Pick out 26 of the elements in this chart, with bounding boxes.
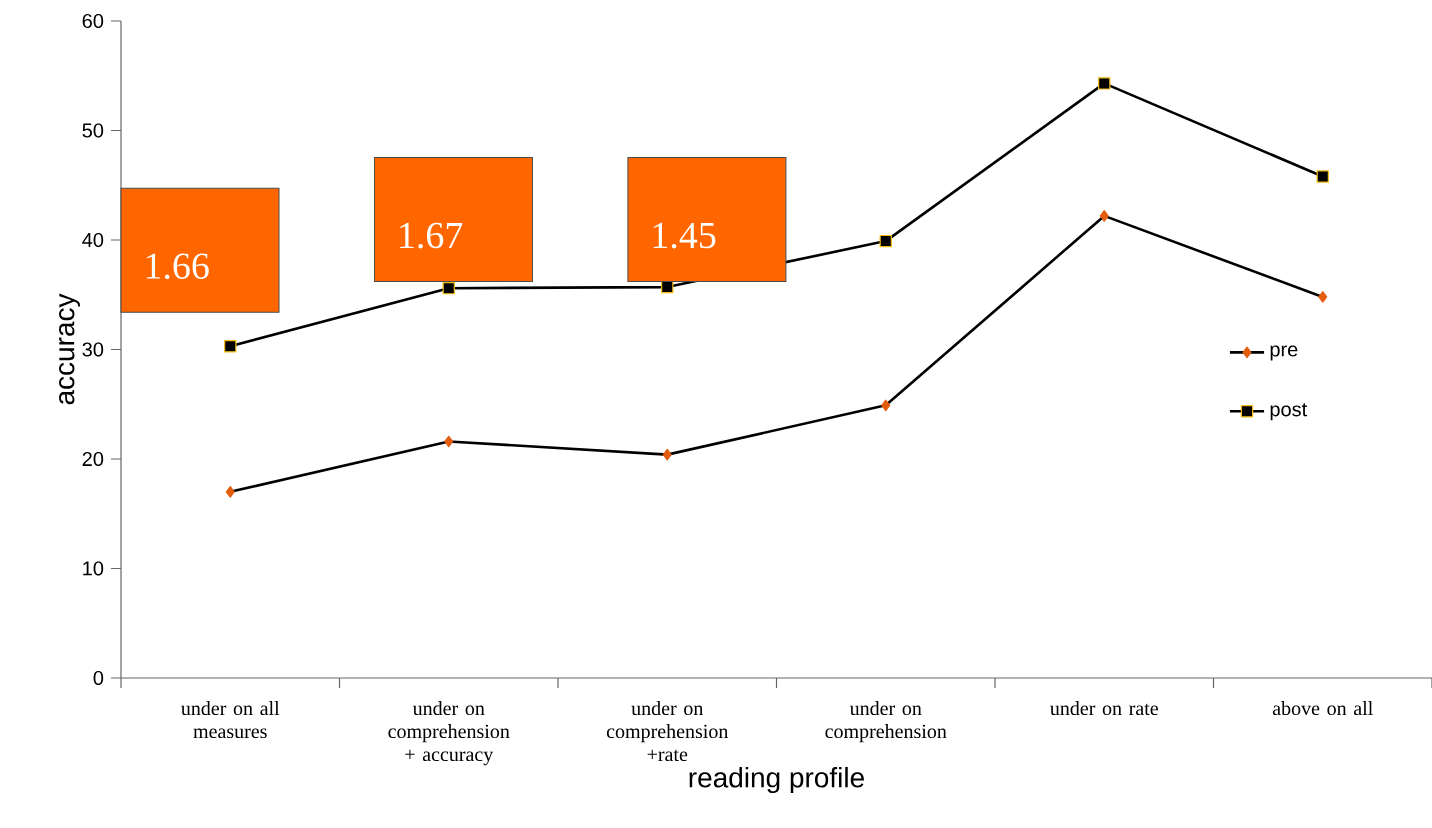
- point: [661, 280, 674, 294]
- y-tick-label: 10: [83, 561, 104, 576]
- point: [1098, 77, 1111, 90]
- annotation: 1.67: [400, 222, 463, 249]
- y-tick-label: 20: [82, 451, 104, 467]
- point: [224, 340, 237, 353]
- x-tick-label: under on all measures: [181, 701, 280, 739]
- point: [879, 234, 892, 248]
- point: [442, 281, 455, 295]
- x-tick-label: under on comprehension +rate: [606, 701, 729, 762]
- x-tick-label: under on rate: [1050, 701, 1158, 716]
- annotation: 1.45: [653, 222, 716, 249]
- y-axis-title: accuracy: [59, 293, 80, 405]
- legend-label: post: [1270, 403, 1308, 421]
- y-tick-label: 60: [82, 13, 104, 29]
- legend-label: pre: [1270, 345, 1298, 361]
- point: [1316, 170, 1329, 183]
- x-tick-label: above on all: [1272, 701, 1373, 716]
- annotation: 1.66: [146, 253, 209, 280]
- x-axis-title: reading profile: [689, 766, 864, 794]
- x-tick-label: under on comprehension + accuracy: [388, 701, 510, 766]
- y-tick-label: 30: [82, 342, 104, 357]
- y-tick-label: 40: [82, 232, 104, 248]
- y-tick-label: 0: [93, 670, 104, 686]
- x-tick-label: under on comprehension: [825, 701, 947, 743]
- y-tick-label: 50: [82, 123, 104, 138]
